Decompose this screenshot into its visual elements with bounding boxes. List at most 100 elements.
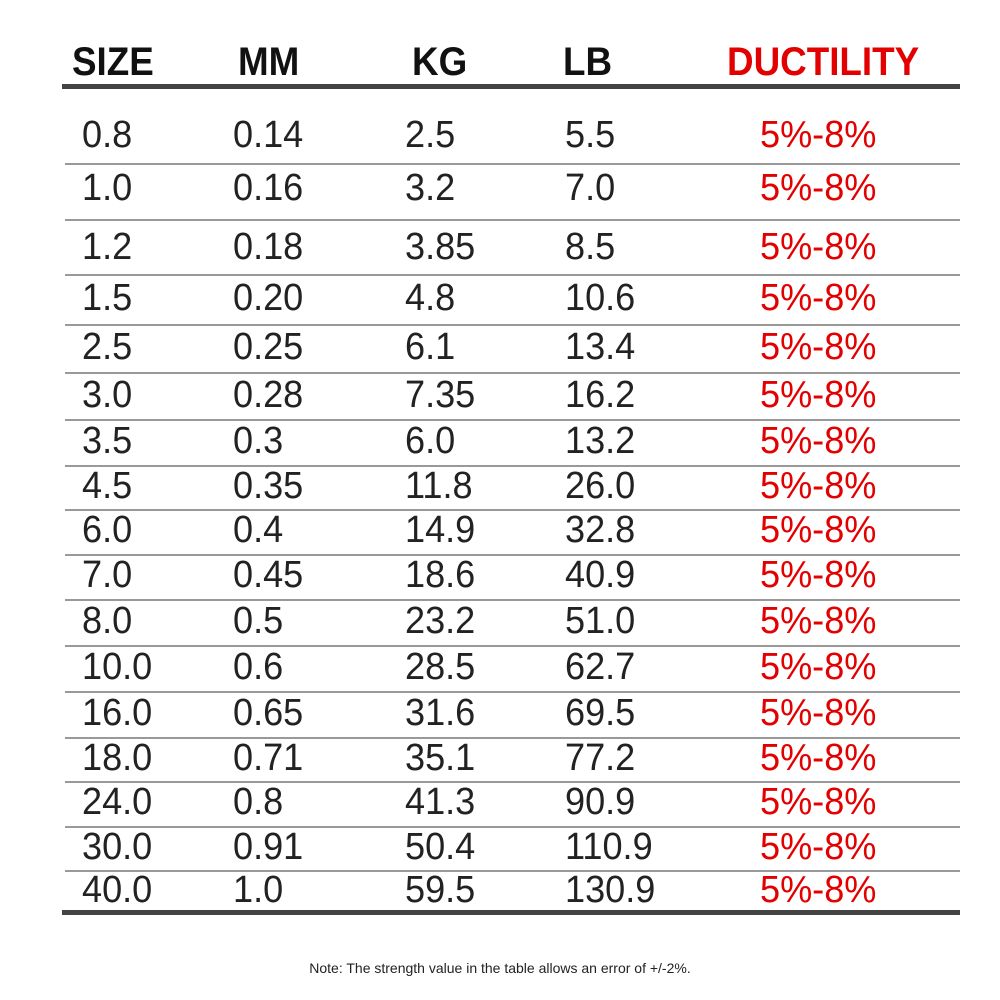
table-row: 24.0 0.8 41.3 90.9 5%-8%	[0, 779, 1000, 825]
cell-ductility: 5%-8%	[760, 114, 877, 156]
cell-size: 4.5	[82, 465, 133, 507]
cell-kg: 3.85	[405, 226, 476, 268]
cell-kg: 7.35	[405, 374, 476, 416]
cell-lb: 51.0	[565, 600, 636, 642]
cell-mm: 0.16	[233, 167, 304, 209]
cell-ductility: 5%-8%	[760, 869, 877, 911]
row-divider	[65, 554, 960, 556]
cell-ductility: 5%-8%	[760, 167, 877, 209]
cell-mm: 0.28	[233, 374, 304, 416]
cell-ductility: 5%-8%	[760, 554, 877, 596]
cell-ductility: 5%-8%	[760, 277, 877, 319]
cell-kg: 41.3	[405, 781, 476, 823]
cell-kg: 4.8	[405, 277, 456, 319]
cell-lb: 62.7	[565, 646, 636, 688]
cell-size: 7.0	[82, 554, 133, 596]
cell-kg: 35.1	[405, 737, 476, 779]
cell-size: 1.2	[82, 226, 133, 268]
cell-mm: 0.8	[233, 781, 284, 823]
cell-mm: 0.18	[233, 226, 304, 268]
row-divider	[65, 781, 960, 783]
cell-mm: 1.0	[233, 869, 284, 911]
bottom-rule	[62, 910, 960, 915]
cell-kg: 31.6	[405, 692, 476, 734]
cell-lb: 130.9	[565, 869, 656, 911]
cell-kg: 14.9	[405, 509, 476, 551]
table-row: 7.0 0.45 18.6 40.9 5%-8%	[0, 552, 1000, 598]
cell-ductility: 5%-8%	[760, 600, 877, 642]
row-divider	[65, 465, 960, 467]
cell-kg: 6.0	[405, 420, 456, 462]
table-row: 1.0 0.16 3.2 7.0 5%-8%	[0, 165, 1000, 211]
cell-mm: 0.25	[233, 326, 304, 368]
cell-kg: 18.6	[405, 554, 476, 596]
cell-size: 2.5	[82, 326, 133, 368]
row-divider	[65, 645, 960, 647]
cell-lb: 77.2	[565, 737, 636, 779]
row-divider	[65, 599, 960, 601]
cell-ductility: 5%-8%	[760, 374, 877, 416]
row-divider	[65, 372, 960, 374]
table-row: 3.0 0.28 7.35 16.2 5%-8%	[0, 372, 1000, 418]
cell-size: 3.0	[82, 374, 133, 416]
cell-mm: 0.5	[233, 600, 284, 642]
header-ductility: DUCTILITY	[727, 40, 920, 84]
table-row: 3.5 0.3 6.0 13.2 5%-8%	[0, 418, 1000, 464]
header-rule	[62, 84, 960, 89]
row-divider	[65, 737, 960, 739]
cell-lb: 32.8	[565, 509, 636, 551]
row-divider	[65, 691, 960, 693]
row-divider	[65, 509, 960, 511]
cell-lb: 90.9	[565, 781, 636, 823]
cell-size: 30.0	[82, 826, 153, 868]
cell-mm: 0.3	[233, 420, 284, 462]
table-row: 10.0 0.6 28.5 62.7 5%-8%	[0, 644, 1000, 690]
cell-mm: 0.4	[233, 509, 284, 551]
cell-mm: 0.6	[233, 646, 284, 688]
cell-mm: 0.65	[233, 692, 304, 734]
cell-mm: 0.35	[233, 465, 304, 507]
table-row: 16.0 0.65 31.6 69.5 5%-8%	[0, 690, 1000, 736]
cell-mm: 0.71	[233, 737, 304, 779]
cell-lb: 8.5	[565, 226, 616, 268]
table-row: 8.0 0.5 23.2 51.0 5%-8%	[0, 598, 1000, 644]
cell-lb: 16.2	[565, 374, 636, 416]
header-mm: MM	[238, 40, 300, 84]
cell-mm: 0.20	[233, 277, 304, 319]
note-text: Note: The strength value in the table al…	[309, 960, 691, 976]
cell-size: 1.5	[82, 277, 133, 319]
cell-size: 16.0	[82, 692, 153, 734]
table-row: 6.0 0.4 14.9 32.8 5%-8%	[0, 507, 1000, 553]
table-row: 0.8 0.14 2.5 5.5 5%-8%	[0, 112, 1000, 158]
row-divider	[65, 219, 960, 221]
cell-lb: 26.0	[565, 465, 636, 507]
cell-kg: 3.2	[405, 167, 456, 209]
cell-size: 1.0	[82, 167, 133, 209]
cell-size: 6.0	[82, 509, 133, 551]
cell-size: 40.0	[82, 869, 153, 911]
row-divider	[65, 826, 960, 828]
cell-kg: 6.1	[405, 326, 456, 368]
cell-kg: 23.2	[405, 600, 476, 642]
cell-lb: 7.0	[565, 167, 616, 209]
table-row: 4.5 0.35 11.8 26.0 5%-8%	[0, 463, 1000, 509]
cell-lb: 10.6	[565, 277, 636, 319]
cell-ductility: 5%-8%	[760, 226, 877, 268]
cell-ductility: 5%-8%	[760, 737, 877, 779]
cell-lb: 13.2	[565, 420, 636, 462]
cell-lb: 13.4	[565, 326, 636, 368]
table-row: 30.0 0.91 50.4 110.9 5%-8%	[0, 824, 1000, 870]
cell-lb: 5.5	[565, 114, 616, 156]
row-divider	[65, 163, 960, 165]
cell-ductility: 5%-8%	[760, 646, 877, 688]
header-kg: KG	[412, 40, 468, 84]
cell-size: 0.8	[82, 114, 133, 156]
cell-mm: 0.14	[233, 114, 304, 156]
table-row: 40.0 1.0 59.5 130.9 5%-8%	[0, 867, 1000, 913]
cell-kg: 11.8	[405, 465, 473, 507]
cell-lb: 69.5	[565, 692, 636, 734]
row-divider	[65, 324, 960, 326]
cell-kg: 28.5	[405, 646, 476, 688]
cell-ductility: 5%-8%	[760, 509, 877, 551]
cell-ductility: 5%-8%	[760, 781, 877, 823]
